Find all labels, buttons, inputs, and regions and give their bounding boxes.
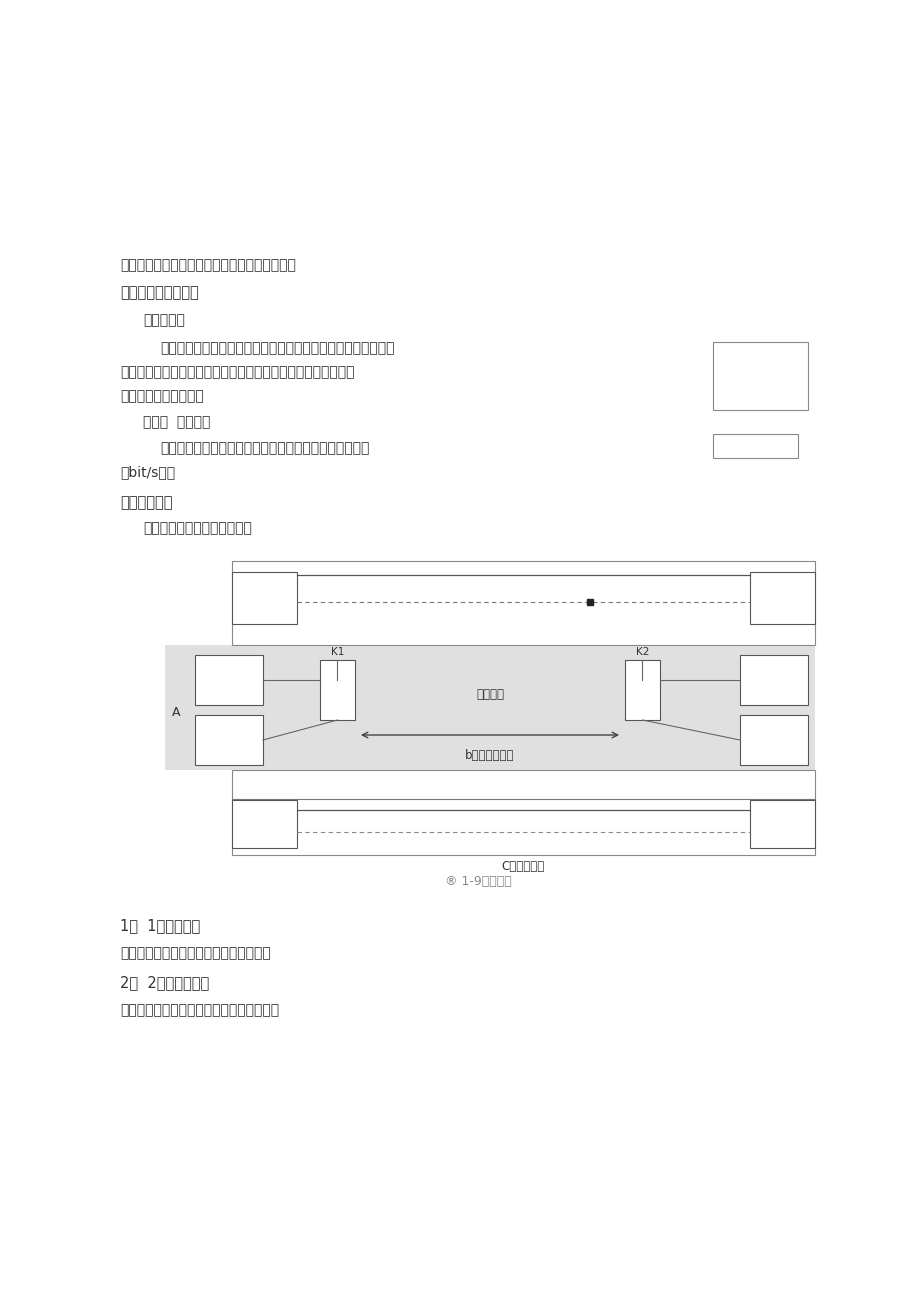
Bar bbox=[232, 770, 814, 855]
Text: 发送: 发送 bbox=[766, 724, 780, 735]
Text: K1: K1 bbox=[331, 648, 344, 657]
Text: 传输速率用于表示单位时间内传输的信息量。单位为比特: 传输速率用于表示单位时间内传输的信息量。单位为比特 bbox=[160, 440, 369, 455]
Text: 发送: 发送 bbox=[257, 582, 271, 593]
Bar bbox=[232, 562, 814, 645]
Text: （一）单工、半双工、全双工: （一）单工、半双工、全双工 bbox=[142, 521, 252, 536]
Text: 三、通信方式: 三、通信方式 bbox=[119, 495, 173, 509]
Text: 2、  2、半双工通信: 2、 2、半双工通信 bbox=[119, 975, 209, 990]
Text: C）全取工通: C）全取工通 bbox=[502, 860, 545, 873]
Text: K2: K2 bbox=[635, 648, 649, 657]
Bar bbox=[320, 661, 355, 721]
Text: 指信息在通信线上始终向一个方向传输。: 指信息在通信线上始终向一个方向传输。 bbox=[119, 946, 270, 960]
Text: 大，传输速率也越高。: 大，传输速率也越高。 bbox=[119, 390, 203, 403]
Bar bbox=[165, 645, 814, 770]
Text: 数据信道: 数据信道 bbox=[475, 688, 504, 701]
Text: /秒(b/s)或: /秒(b/s)或 bbox=[731, 439, 778, 452]
Text: 信道的容量越: 信道的容量越 bbox=[762, 392, 807, 405]
Text: 信系统中用来衡量信息传输容量的指标。一般来说，带宽越大，: 信系统中用来衡量信息传输容量的指标。一般来说，带宽越大， bbox=[119, 365, 354, 379]
Text: 数据信息可以双向传输，但必须交替进行。: 数据信息可以双向传输，但必须交替进行。 bbox=[119, 1003, 278, 1018]
Text: （一）  传输速率: （一） 传输速率 bbox=[142, 414, 210, 429]
Text: 装置: 装置 bbox=[775, 820, 789, 829]
Text: 接收: 接收 bbox=[222, 724, 235, 735]
Text: 数据信道: 数据信道 bbox=[510, 627, 536, 637]
Text: 数据传道: 数据传道 bbox=[510, 562, 536, 572]
Text: 装置: 装置 bbox=[775, 779, 789, 790]
Bar bbox=[749, 572, 814, 624]
Text: 接收: 接收 bbox=[775, 627, 789, 637]
Text: 1、  1、单工通信: 1、 1、单工通信 bbox=[119, 919, 200, 933]
Text: 接收: 接收 bbox=[775, 582, 789, 593]
Text: 装置: 装置 bbox=[257, 603, 271, 614]
Text: 发送: 发送 bbox=[222, 665, 235, 675]
Text: 装置: 装置 bbox=[257, 829, 271, 839]
Text: 装迟: 装迟 bbox=[257, 779, 271, 790]
Text: ® 1-9通信方式: ® 1-9通信方式 bbox=[444, 876, 511, 889]
Bar bbox=[739, 715, 807, 765]
Text: 在信道中可以传输的信号的最高频率与最低频率之差称为带宽。: 在信道中可以传输的信号的最高频率与最低频率之差称为带宽。 bbox=[160, 341, 394, 354]
Text: 装置: 装置 bbox=[766, 745, 780, 754]
Text: 接收: 接收 bbox=[766, 665, 780, 675]
Bar bbox=[712, 434, 797, 457]
Bar bbox=[195, 655, 263, 705]
Bar bbox=[232, 572, 297, 624]
Bar bbox=[195, 715, 263, 765]
Text: a）单工通信: a）单工通信 bbox=[502, 569, 544, 582]
Text: A: A bbox=[172, 705, 180, 718]
Text: 二、带宽、传输速率: 二、带宽、传输速率 bbox=[119, 285, 199, 300]
Text: 装置: 装置 bbox=[766, 685, 780, 694]
Bar bbox=[712, 341, 807, 410]
Bar bbox=[624, 661, 659, 721]
Text: （bit/s）。: （bit/s）。 bbox=[119, 465, 175, 480]
Text: 带宽是通: 带宽是通 bbox=[777, 354, 807, 367]
Text: 装置: 装置 bbox=[222, 745, 235, 754]
Text: 数据信道: 数据信道 bbox=[510, 797, 536, 807]
Text: 发送: 发送 bbox=[257, 627, 271, 637]
Text: 装置: 装置 bbox=[775, 603, 789, 614]
Bar bbox=[749, 800, 814, 848]
Bar bbox=[232, 800, 297, 848]
Text: 接收: 接收 bbox=[257, 809, 271, 820]
Text: 装置: 装置 bbox=[222, 685, 235, 694]
Bar bbox=[739, 655, 807, 705]
Text: 连，调制解调器起着变换器与反变换器的作用。: 连，调制解调器起着变换器与反变换器的作用。 bbox=[119, 258, 296, 272]
Text: （一）带宽: （一）带宽 bbox=[142, 313, 185, 327]
Text: b）半双工通信: b）半双工通信 bbox=[465, 749, 515, 762]
